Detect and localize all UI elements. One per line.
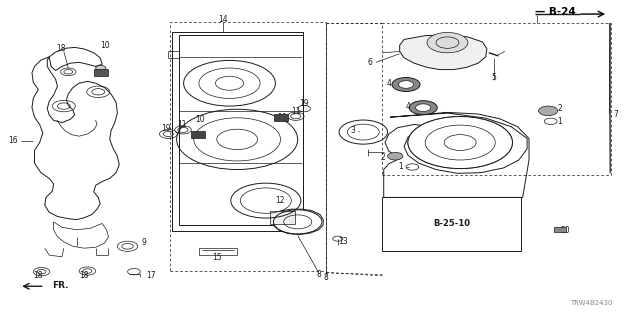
Circle shape — [392, 77, 420, 92]
Text: 18: 18 — [79, 271, 89, 280]
Text: 8: 8 — [324, 273, 329, 282]
Text: 19: 19 — [161, 124, 171, 133]
Text: 8: 8 — [316, 270, 321, 279]
Circle shape — [408, 116, 513, 169]
Polygon shape — [49, 47, 102, 70]
Bar — [199, 248, 237, 255]
Circle shape — [388, 152, 403, 160]
Circle shape — [539, 106, 557, 116]
Polygon shape — [54, 222, 108, 248]
Text: 18: 18 — [33, 271, 43, 280]
Text: 10: 10 — [100, 41, 109, 50]
Text: 13: 13 — [338, 237, 348, 246]
Text: TRW4B2430: TRW4B2430 — [570, 300, 612, 306]
Text: 15: 15 — [212, 253, 221, 262]
Text: 16: 16 — [8, 136, 18, 146]
Text: 2: 2 — [557, 104, 562, 113]
Bar — [172, 32, 303, 231]
Bar — [94, 69, 108, 76]
Bar — [170, 22, 326, 271]
Text: 4: 4 — [387, 79, 392, 88]
Text: 11: 11 — [178, 120, 187, 129]
Text: 14: 14 — [218, 15, 228, 24]
Text: 9: 9 — [141, 238, 147, 247]
Polygon shape — [384, 112, 529, 197]
Text: 17: 17 — [147, 271, 156, 280]
Text: FR.: FR. — [52, 281, 69, 290]
Text: 5: 5 — [491, 73, 496, 82]
Text: — B-24: — B-24 — [536, 7, 576, 18]
Bar — [383, 197, 522, 252]
Text: 10: 10 — [277, 113, 287, 122]
Text: 18: 18 — [56, 44, 65, 53]
Text: 1: 1 — [398, 163, 403, 172]
Polygon shape — [32, 57, 119, 220]
Text: 1: 1 — [557, 117, 562, 126]
Polygon shape — [399, 35, 487, 69]
Text: 6: 6 — [367, 58, 372, 67]
Circle shape — [409, 101, 437, 115]
Text: B-25-10: B-25-10 — [433, 219, 470, 228]
Text: 11: 11 — [291, 107, 301, 116]
Circle shape — [96, 66, 106, 70]
Bar — [383, 23, 611, 175]
Text: 4: 4 — [406, 101, 410, 111]
Bar — [191, 131, 205, 138]
Bar — [554, 227, 566, 232]
Text: 12: 12 — [275, 196, 285, 205]
Bar — [274, 114, 288, 121]
Polygon shape — [272, 209, 323, 235]
Bar — [179, 35, 303, 225]
Circle shape — [415, 104, 431, 111]
Circle shape — [398, 81, 413, 88]
Text: 20: 20 — [561, 226, 570, 235]
Text: 2: 2 — [381, 153, 386, 162]
Text: 10: 10 — [195, 115, 205, 124]
Circle shape — [427, 32, 468, 53]
Bar — [270, 211, 294, 224]
Text: 19: 19 — [300, 99, 309, 108]
Text: 3: 3 — [350, 126, 355, 135]
Text: 7: 7 — [613, 109, 618, 118]
